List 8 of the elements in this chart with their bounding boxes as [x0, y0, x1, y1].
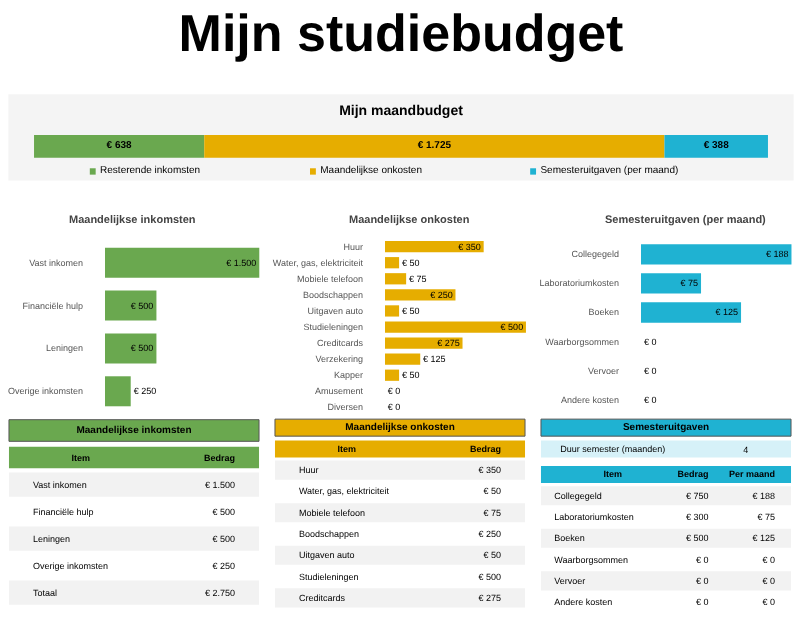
bar — [385, 257, 400, 269]
bar — [385, 273, 407, 285]
bar — [385, 321, 526, 333]
bar — [385, 305, 400, 317]
bar — [385, 353, 421, 365]
chart-title: Mijn studiebudget — [178, 2, 625, 63]
bar — [385, 369, 400, 381]
bar — [385, 337, 463, 349]
